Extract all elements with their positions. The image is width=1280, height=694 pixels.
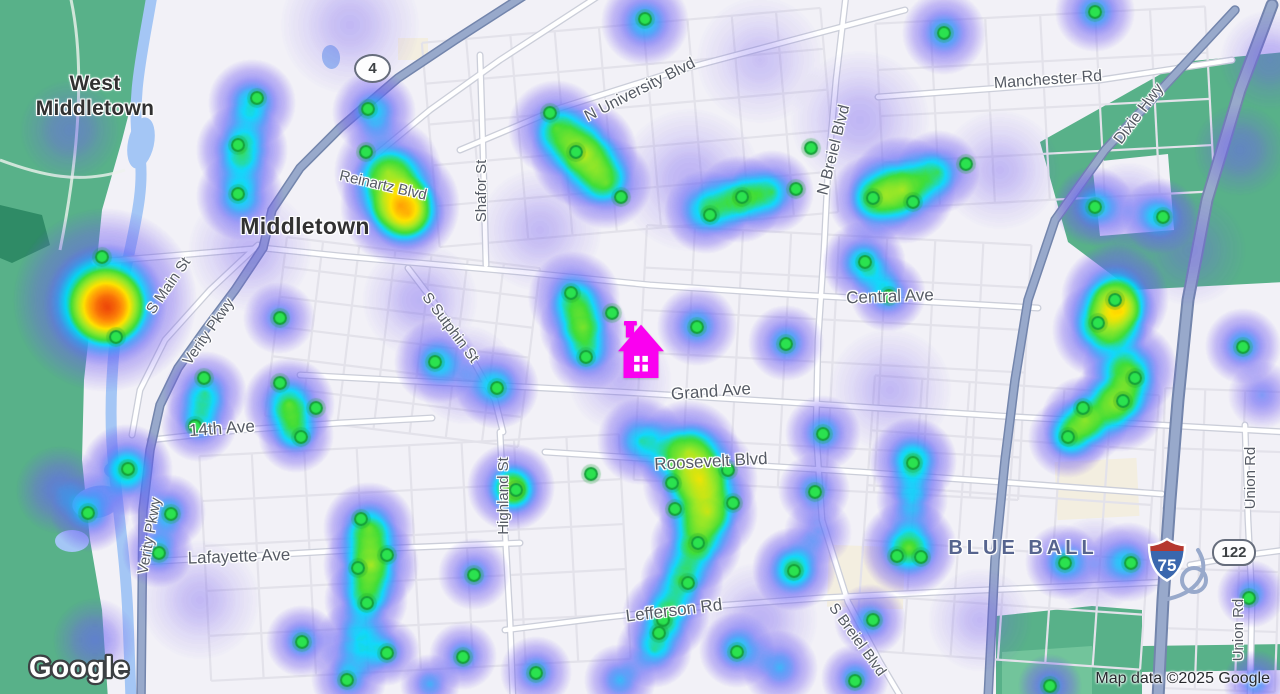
route-122-shield: 122 <box>1212 539 1256 566</box>
interstate-75-number: 75 <box>1158 556 1177 575</box>
google-logo[interactable]: Google <box>24 646 144 693</box>
google-logo-text: Google <box>29 652 129 684</box>
route-4-shield: 4 <box>354 54 391 83</box>
map-attribution: Map data ©2025 Google <box>1095 670 1270 687</box>
route-4-number: 4 <box>368 60 377 77</box>
route-122-number: 122 <box>1221 544 1247 561</box>
interstate-75-shield: 75 <box>1147 537 1187 582</box>
home-marker[interactable] <box>618 320 664 378</box>
